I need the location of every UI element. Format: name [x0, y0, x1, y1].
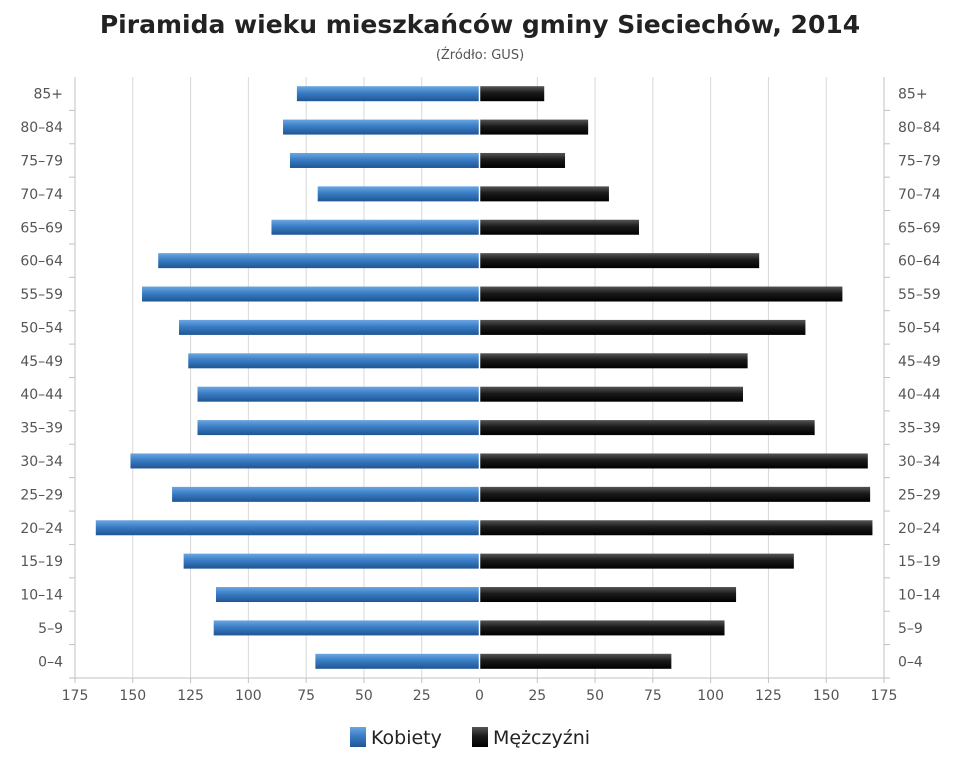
- category-label-right: 75–79: [898, 153, 941, 169]
- category-label-right: 50–54: [898, 320, 941, 336]
- x-tick-label: 175: [62, 688, 89, 704]
- axes: 175 150 125 100 75 50 25 0 25 50 75 100 125 150 175 0–4…: [20, 77, 941, 704]
- category-label-left: 20–24: [20, 521, 63, 537]
- x-tick-label: 25: [528, 688, 546, 704]
- x-tick-label: 150: [119, 688, 146, 704]
- bar-mezczyzni: [479, 620, 725, 636]
- legend-label-mezczyzni: Mężczyźni: [493, 727, 590, 749]
- category-label-left: 15–19: [20, 554, 63, 570]
- bar-mezczyzni: [479, 353, 748, 369]
- category-label-left: 10–14: [20, 588, 63, 604]
- bar-kobiety: [315, 653, 480, 669]
- category-label-right: 10–14: [898, 588, 941, 604]
- bar-kobiety: [289, 152, 480, 168]
- legend-label-kobiety: Kobiety: [371, 727, 442, 749]
- category-label-right: 0–4: [898, 654, 923, 670]
- x-tick-label: 125: [177, 688, 204, 704]
- bar-kobiety: [188, 353, 480, 369]
- bar-mezczyzni: [479, 520, 873, 536]
- bar-kobiety: [283, 119, 480, 135]
- bar-mezczyzni: [479, 219, 639, 235]
- x-tick-label: 150: [813, 688, 840, 704]
- category-label-left: 65–69: [20, 220, 63, 236]
- bar-mezczyzni: [479, 152, 566, 168]
- bar-kobiety: [197, 386, 480, 402]
- bar-kobiety: [158, 253, 480, 269]
- x-tick-label: 50: [355, 688, 373, 704]
- category-label-left: 35–39: [20, 421, 63, 437]
- category-label-left: 55–59: [20, 287, 63, 303]
- bar-mezczyzni: [479, 653, 672, 669]
- bar-mezczyzni: [479, 553, 794, 569]
- category-label-left: 40–44: [20, 387, 63, 403]
- chart-subtitle: (Źródło: GUS): [436, 47, 524, 63]
- category-label-left: 5–9: [38, 621, 63, 637]
- bar-kobiety: [142, 286, 480, 302]
- x-tick-label: 75: [644, 688, 662, 704]
- category-label-right: 30–34: [898, 454, 941, 470]
- bar-kobiety: [95, 520, 480, 536]
- grid: [74, 77, 885, 678]
- category-label-left: 60–64: [20, 254, 63, 270]
- category-label-right: 55–59: [898, 287, 941, 303]
- category-label-left: 80–84: [20, 120, 63, 136]
- category-label-left: 25–29: [20, 487, 63, 503]
- bar-kobiety: [317, 186, 480, 202]
- category-label-left: 45–49: [20, 354, 63, 370]
- category-label-left: 85+: [33, 87, 63, 103]
- bar-kobiety: [296, 86, 480, 102]
- legend-swatch-mezczyzni: [472, 727, 488, 747]
- x-tick-label: 0: [475, 688, 484, 704]
- category-label-right: 15–19: [898, 554, 941, 570]
- category-label-left: 70–74: [20, 187, 63, 203]
- bar-mezczyzni: [479, 253, 760, 269]
- bar-kobiety: [130, 453, 480, 469]
- bar-mezczyzni: [479, 386, 744, 402]
- bars: [95, 77, 873, 678]
- bar-mezczyzni: [479, 420, 815, 436]
- bar-kobiety: [271, 219, 480, 235]
- category-label-right: 20–24: [898, 521, 941, 537]
- bar-kobiety: [215, 587, 480, 603]
- category-label-left: 50–54: [20, 320, 63, 336]
- bar-mezczyzni: [479, 119, 589, 135]
- bar-mezczyzni: [479, 453, 868, 469]
- category-label-right: 40–44: [898, 387, 941, 403]
- x-tick-label: 125: [755, 688, 782, 704]
- bar-kobiety: [179, 319, 480, 335]
- category-label-right: 85+: [898, 87, 928, 103]
- bar-mezczyzni: [479, 186, 609, 202]
- chart-title: Piramida wieku mieszkańców gminy Sieciec…: [100, 10, 860, 39]
- category-label-right: 35–39: [898, 421, 941, 437]
- x-tick-label: 75: [297, 688, 315, 704]
- bar-mezczyzni: [479, 86, 545, 102]
- legend-swatch-kobiety: [350, 727, 366, 747]
- x-tick-label: 50: [586, 688, 604, 704]
- category-label-right: 5–9: [898, 621, 923, 637]
- category-label-right: 60–64: [898, 254, 941, 270]
- bar-kobiety: [183, 553, 480, 569]
- bar-kobiety: [213, 620, 480, 636]
- category-label-right: 70–74: [898, 187, 941, 203]
- category-label-right: 45–49: [898, 354, 941, 370]
- x-tick-label: 25: [413, 688, 431, 704]
- category-label-left: 0–4: [38, 654, 63, 670]
- bar-mezczyzni: [479, 486, 871, 502]
- bar-kobiety: [172, 486, 480, 502]
- x-tick-label: 100: [697, 688, 724, 704]
- category-label-right: 65–69: [898, 220, 941, 236]
- bar-mezczyzni: [479, 286, 843, 302]
- bar-mezczyzni: [479, 319, 806, 335]
- category-label-right: 25–29: [898, 487, 941, 503]
- bar-kobiety: [197, 420, 480, 436]
- category-label-left: 30–34: [20, 454, 63, 470]
- category-label-left: 75–79: [20, 153, 63, 169]
- x-tick-label: 175: [871, 688, 898, 704]
- bar-mezczyzni: [479, 587, 737, 603]
- x-tick-label: 100: [235, 688, 262, 704]
- category-label-right: 80–84: [898, 120, 941, 136]
- legend: Kobiety Mężczyźni: [350, 727, 590, 749]
